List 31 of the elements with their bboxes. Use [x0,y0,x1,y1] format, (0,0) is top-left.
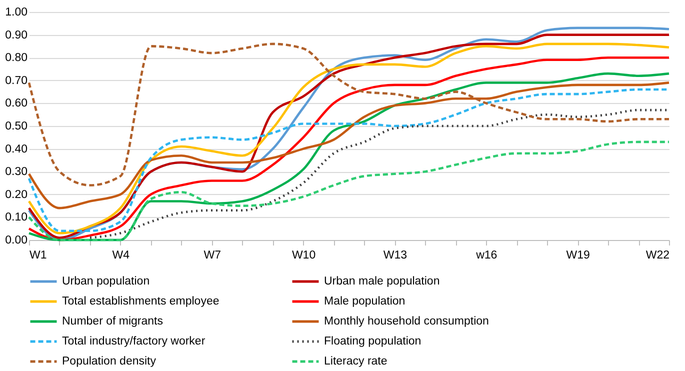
legend-label: Male population [324,296,406,308]
y-tick-label: 0.00 [5,234,28,246]
x-tick-label: W7 [204,250,221,262]
y-tick-label: 0.20 [5,188,28,201]
legend-label: Number of migrants [62,316,164,328]
y-tick-label: 0.80 [5,52,28,64]
legend-label: Literacy rate [324,356,388,368]
legend-label: Total establishments employee [62,296,220,308]
line-series [28,42,670,186]
legend-label: Monthly household consumption [324,316,489,328]
line-series [28,82,670,210]
x-tick-label: W22 [646,250,670,262]
y-tick-label: 0.70 [5,74,28,87]
x-tick-label: w16 [475,250,498,262]
y-tick-label: 0.90 [5,29,28,42]
legend-label: Floating population [324,336,422,348]
legend-label: Total industry/factory worker [62,336,206,348]
x-tick-label: W19 [566,250,590,262]
x-tick-label: W1 [30,250,47,262]
y-tick-label: 0.40 [5,143,28,156]
y-tick-label: 0.10 [5,212,28,224]
x-tick-label: W4 [112,250,130,262]
y-tick-label: 1.00 [5,6,28,18]
y-tick-label: 0.30 [5,166,28,178]
legend-label: Urban male population [324,276,440,288]
legend-label: Urban population [62,276,150,288]
y-tick-label: 0.50 [5,120,28,132]
y-tick-label: 0.60 [5,98,28,110]
legend-label: Population density [62,356,156,368]
x-tick-label: W13 [383,250,408,262]
x-tick-label: W10 [292,250,316,262]
